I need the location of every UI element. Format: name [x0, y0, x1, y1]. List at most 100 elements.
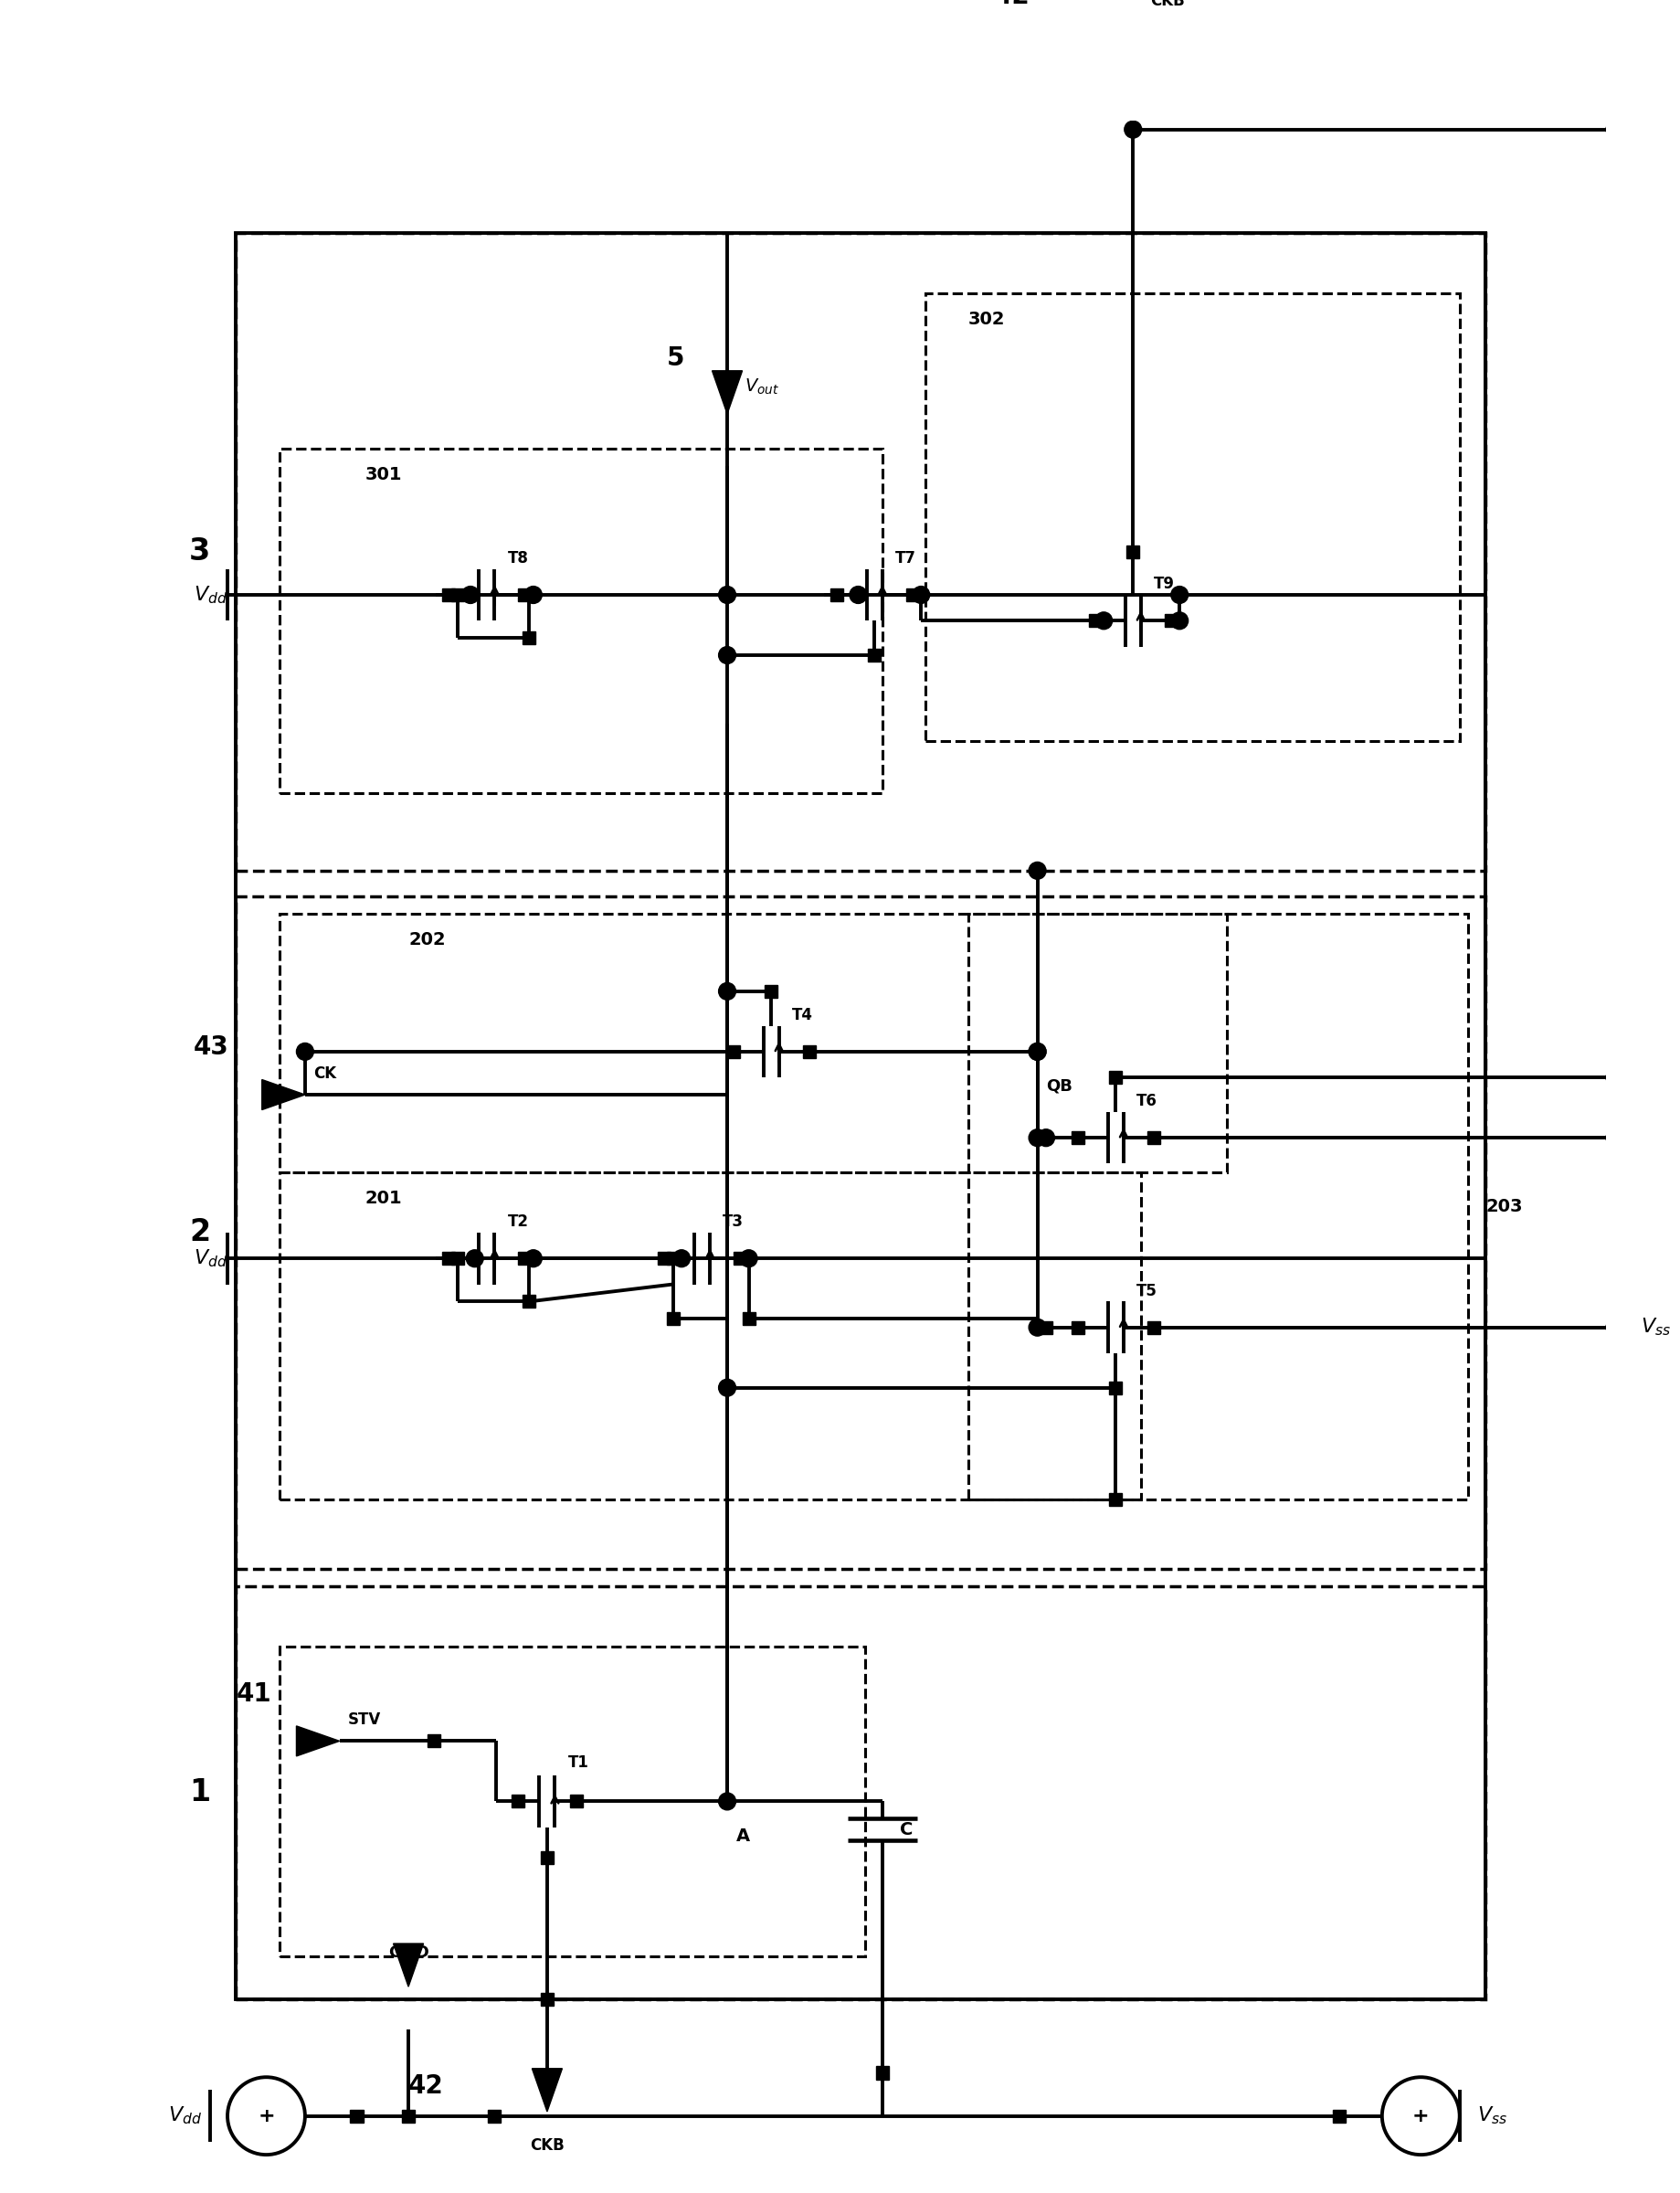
Text: $V_{dd}$: $V_{dd}$: [193, 583, 227, 605]
Bar: [235, 897, 1485, 1568]
Bar: [279, 1173, 1141, 1500]
Circle shape: [1095, 612, 1112, 629]
Text: CK: CK: [314, 1066, 336, 1081]
Bar: [743, 1311, 754, 1325]
Text: T1: T1: [568, 1754, 588, 1772]
Bar: [968, 914, 1467, 1500]
Bar: [442, 1252, 455, 1265]
Bar: [517, 1252, 531, 1265]
Circle shape: [1604, 121, 1623, 138]
Circle shape: [719, 647, 736, 664]
Circle shape: [462, 586, 479, 603]
Circle shape: [1604, 1318, 1623, 1336]
Circle shape: [296, 1044, 314, 1059]
Bar: [570, 1794, 583, 1807]
Circle shape: [719, 1379, 736, 1397]
Circle shape: [1171, 612, 1188, 629]
Text: 3: 3: [188, 537, 210, 566]
Text: 41: 41: [235, 1682, 270, 1706]
Text: CKB: CKB: [529, 2138, 564, 2154]
Text: $V_{dd}$: $V_{dd}$: [168, 2105, 202, 2127]
Bar: [1332, 2110, 1344, 2123]
Bar: [726, 1046, 739, 1057]
Circle shape: [719, 586, 736, 603]
Bar: [349, 2110, 363, 2123]
Text: 302: 302: [968, 311, 1005, 327]
Bar: [906, 588, 919, 601]
Bar: [801, 1046, 815, 1057]
Text: T8: T8: [507, 550, 528, 566]
Text: 2: 2: [190, 1217, 210, 1248]
Text: C: C: [899, 1820, 912, 1838]
Text: 203: 203: [1485, 1197, 1522, 1215]
Text: GND: GND: [388, 1945, 428, 1961]
Polygon shape: [262, 1079, 304, 1110]
Bar: [1089, 614, 1100, 627]
Bar: [511, 1794, 524, 1807]
Bar: [830, 588, 843, 601]
Circle shape: [1604, 1068, 1623, 1086]
Text: +: +: [1411, 2107, 1428, 2125]
Circle shape: [672, 1250, 690, 1268]
Circle shape: [1028, 1318, 1045, 1336]
Bar: [1126, 546, 1139, 559]
Bar: [732, 1252, 746, 1265]
Bar: [450, 1252, 464, 1265]
Circle shape: [1028, 1129, 1045, 1147]
Circle shape: [1171, 586, 1188, 603]
Text: 42: 42: [993, 0, 1030, 9]
Bar: [279, 447, 882, 794]
Polygon shape: [712, 371, 743, 414]
Circle shape: [465, 1250, 484, 1268]
Bar: [764, 985, 778, 998]
Text: 42: 42: [408, 2072, 444, 2099]
Bar: [442, 588, 455, 601]
Polygon shape: [1117, 0, 1147, 35]
Text: 1: 1: [190, 1779, 210, 1807]
Text: QB: QB: [1045, 1077, 1072, 1094]
Polygon shape: [533, 2068, 561, 2112]
Bar: [235, 232, 1485, 871]
Text: T3: T3: [722, 1213, 744, 1230]
Bar: [875, 2066, 889, 2079]
Bar: [1147, 1132, 1159, 1145]
Circle shape: [1604, 1129, 1623, 1147]
Bar: [279, 914, 1226, 1173]
Text: 201: 201: [365, 1189, 402, 1206]
Circle shape: [1028, 1044, 1045, 1059]
Text: 43: 43: [193, 1035, 228, 1059]
Text: +: +: [257, 2107, 274, 2125]
Bar: [1109, 1070, 1122, 1083]
Bar: [541, 1851, 553, 1864]
Bar: [235, 1586, 1485, 2000]
Circle shape: [524, 1250, 541, 1268]
Bar: [517, 588, 531, 601]
Circle shape: [524, 586, 541, 603]
Text: T4: T4: [791, 1007, 813, 1024]
Text: $V_{ss}$: $V_{ss}$: [1477, 2105, 1507, 2127]
Text: T7: T7: [895, 550, 916, 566]
Bar: [657, 1252, 670, 1265]
Circle shape: [1028, 862, 1045, 879]
Circle shape: [848, 586, 867, 603]
Polygon shape: [393, 1943, 423, 1987]
Bar: [1164, 614, 1176, 627]
Bar: [1070, 1320, 1084, 1333]
Bar: [487, 2110, 501, 2123]
Circle shape: [1124, 121, 1141, 138]
Bar: [541, 1993, 553, 2007]
Circle shape: [719, 982, 736, 1000]
Text: CKB: CKB: [1149, 0, 1184, 9]
Bar: [450, 588, 464, 601]
Circle shape: [719, 1792, 736, 1809]
Bar: [279, 1647, 865, 1956]
Text: 202: 202: [408, 932, 445, 947]
Bar: [1070, 1132, 1084, 1145]
Bar: [402, 2110, 415, 2123]
Text: A: A: [736, 1827, 749, 1844]
Text: T6: T6: [1136, 1092, 1158, 1110]
Bar: [522, 632, 536, 645]
Circle shape: [1037, 1129, 1053, 1147]
Bar: [428, 1735, 440, 1748]
Text: T2: T2: [507, 1213, 528, 1230]
